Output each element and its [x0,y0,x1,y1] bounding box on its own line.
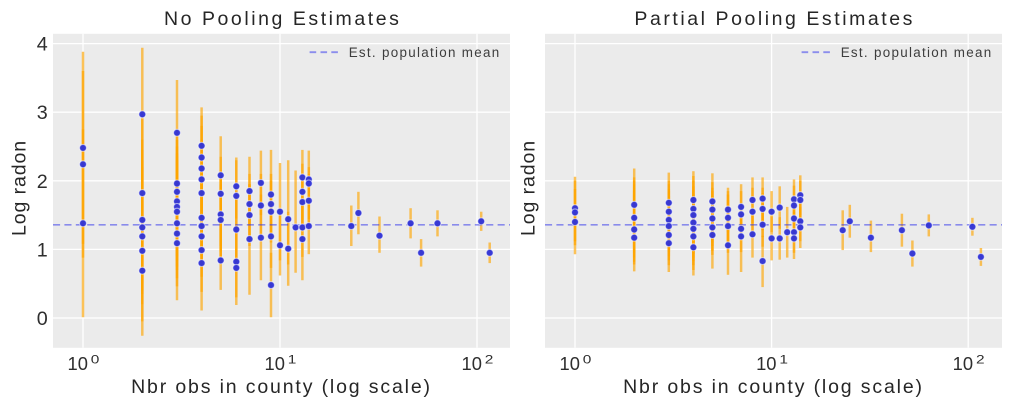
svg-text:Partial Pooling Estimates: Partial Pooling Estimates [634,8,915,30]
svg-text:10: 10 [756,353,776,374]
svg-text:2: 2 [976,352,985,366]
svg-text:10: 10 [560,353,580,374]
svg-text:No Pooling Estimates: No Pooling Estimates [164,8,401,30]
svg-text:0: 0 [91,352,100,366]
svg-text:10: 10 [462,353,482,374]
svg-text:10: 10 [265,353,285,374]
svg-text:1: 1 [288,352,297,366]
svg-text:3: 3 [37,102,48,124]
svg-text:Est. population mean: Est. population mean [841,45,993,60]
svg-text:2: 2 [485,352,494,366]
svg-text:10: 10 [953,353,973,374]
svg-text:1: 1 [37,239,48,261]
svg-text:Log radon: Log radon [9,140,31,236]
svg-text:1: 1 [779,352,788,366]
svg-text:0: 0 [583,352,592,366]
svg-text:Est. population mean: Est. population mean [349,45,501,60]
svg-text:4: 4 [37,34,48,56]
svg-text:Log radon: Log radon [518,140,540,236]
svg-text:Nbr obs in county (log scale): Nbr obs in county (log scale) [623,376,924,398]
svg-text:2: 2 [37,171,48,193]
svg-text:0: 0 [37,308,48,330]
svg-text:10: 10 [68,353,88,374]
svg-text:Nbr obs in county (log scale): Nbr obs in county (log scale) [131,376,432,398]
